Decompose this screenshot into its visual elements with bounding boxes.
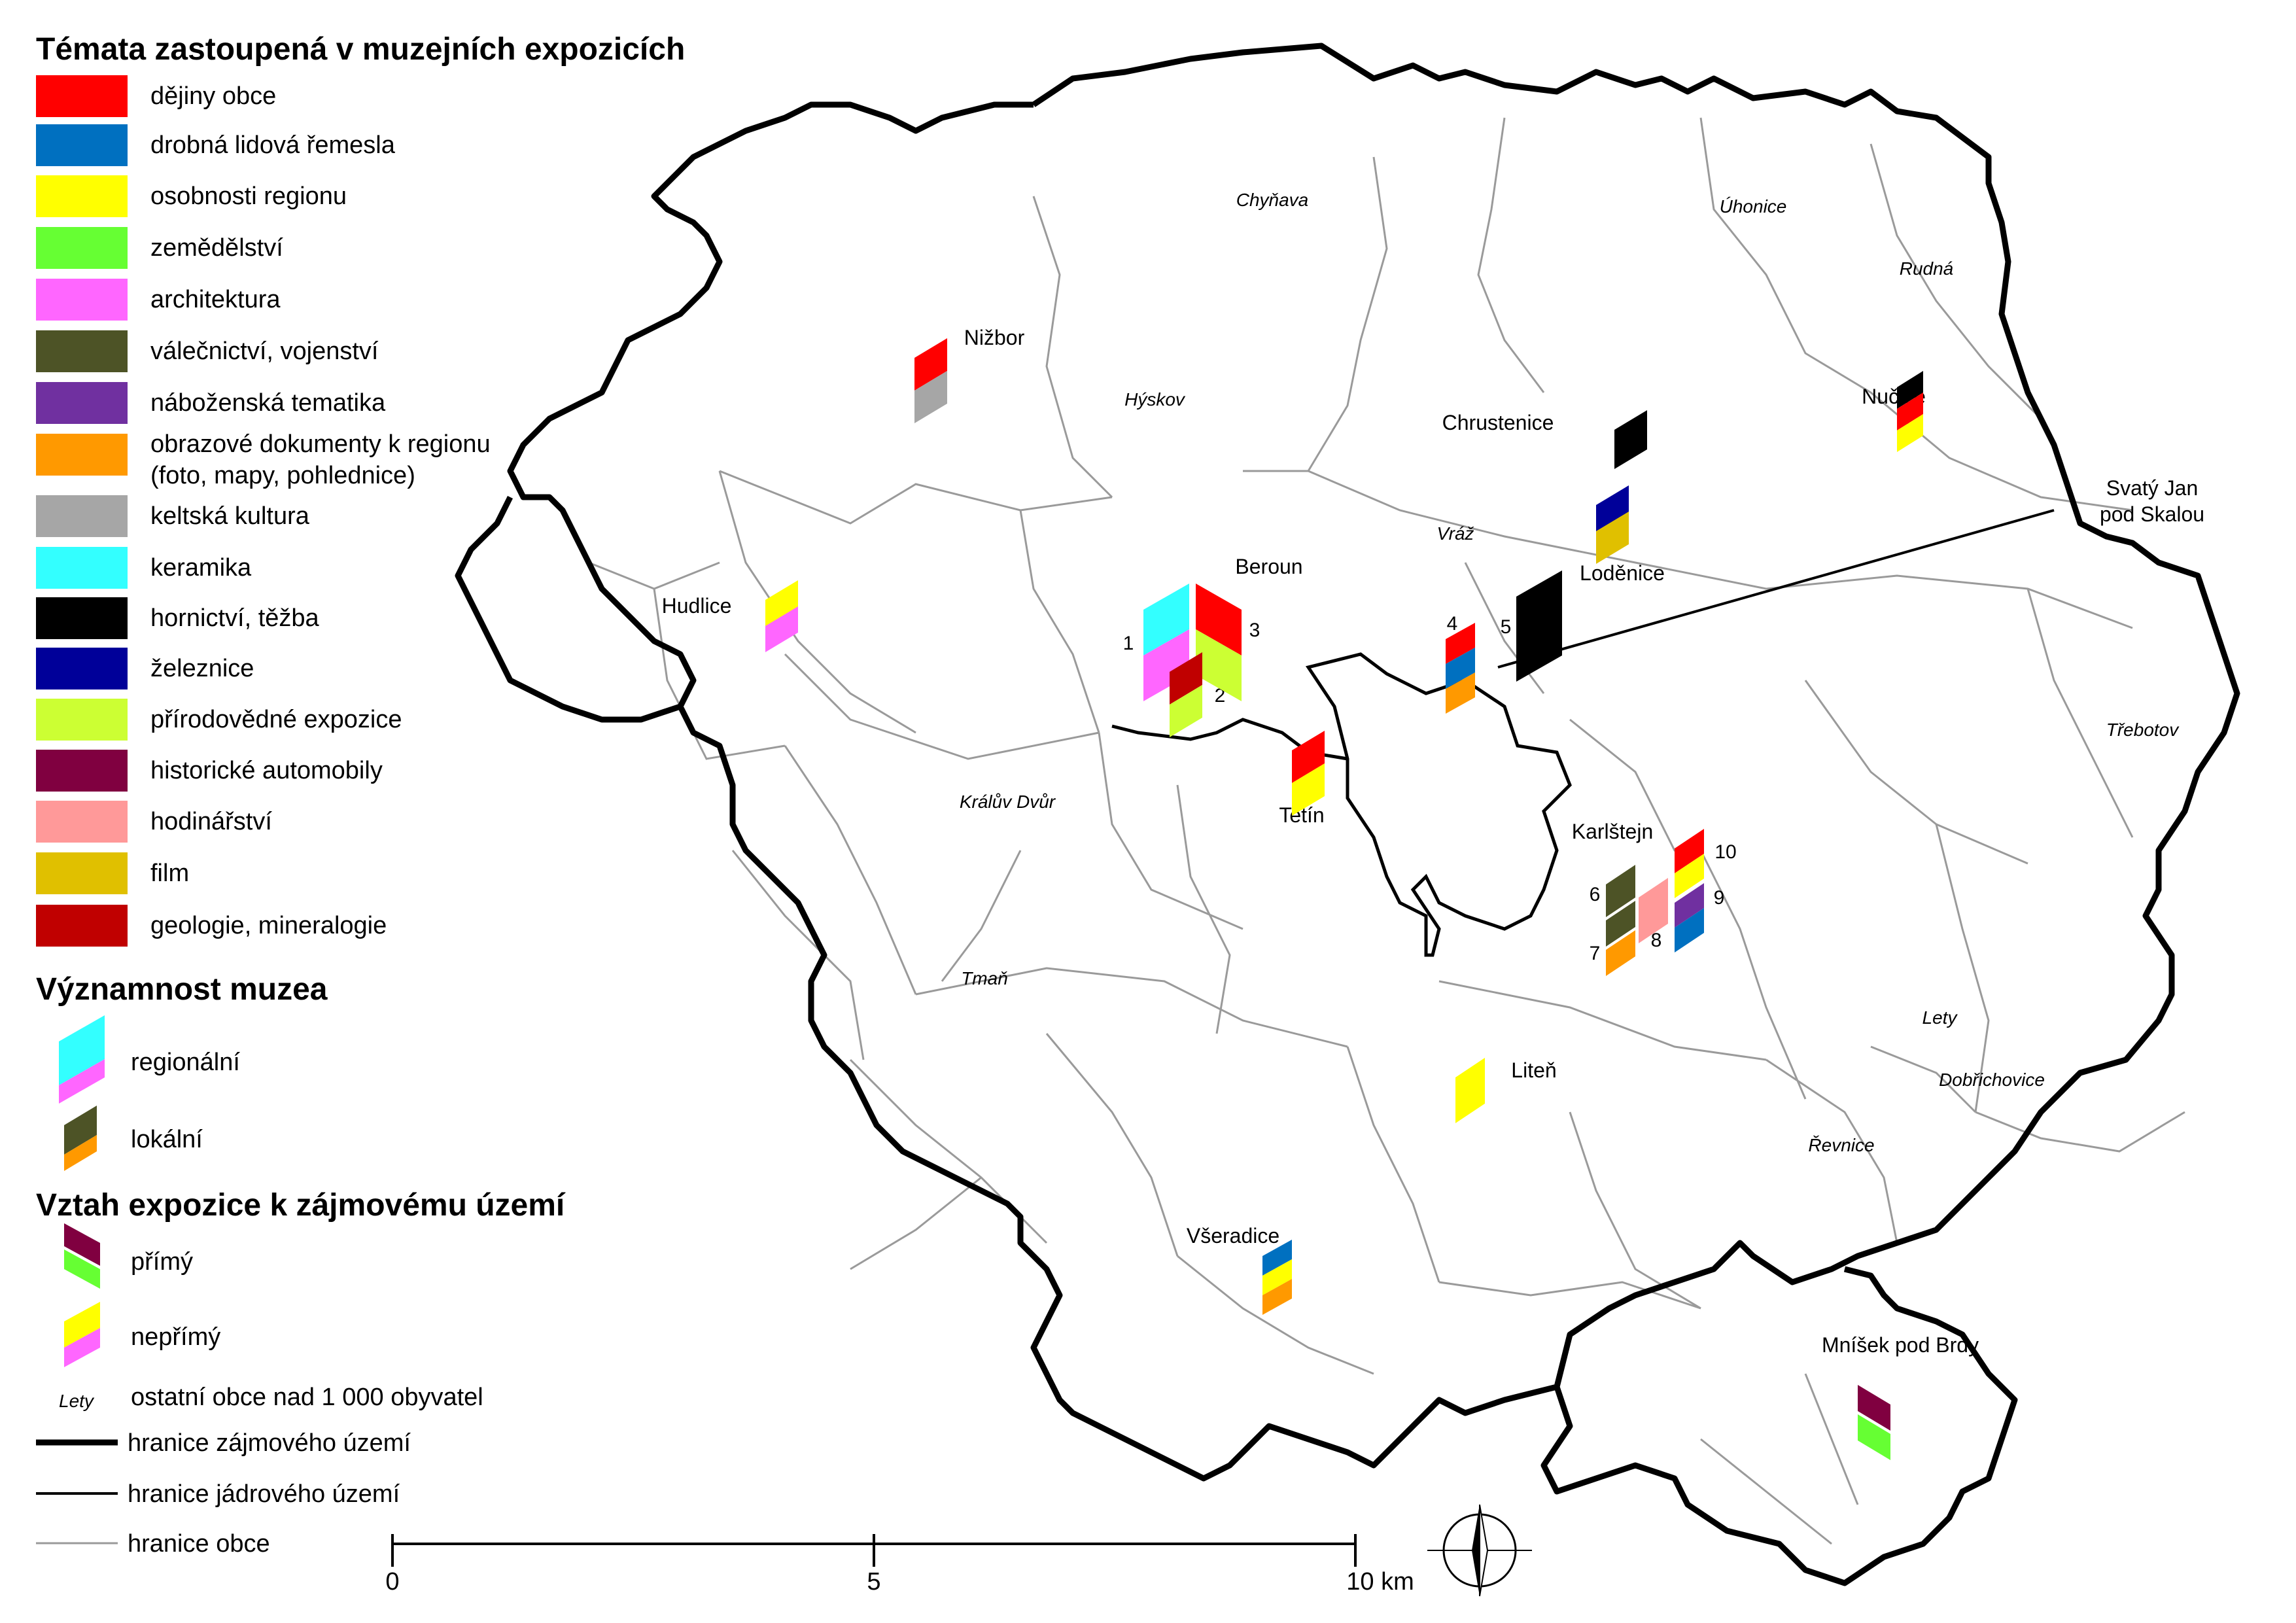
museum-number-8: 8 <box>1651 930 1662 951</box>
town-rudna: Rudná <box>1900 258 1954 279</box>
museum-6-military <box>1606 865 1635 917</box>
town-kraluv-dvur: Králův Dvůr <box>960 792 1056 812</box>
town-trebotov: Třebotov <box>2106 720 2180 740</box>
other-towns: Chyňava Úhonice Rudná Hýskov Vráž Třebot… <box>960 190 2180 1155</box>
museum-9-crafts <box>1675 908 1704 952</box>
museum-beroun1-ceramics <box>1143 584 1189 655</box>
town-svaty-jan-2: pod Skalou <box>2100 502 2204 526</box>
museum-10-personalities <box>1675 854 1704 898</box>
core-area-boundary <box>1305 652 1572 957</box>
town-vseradice: Všeradice <box>1187 1224 1279 1248</box>
museum-towns: Nižbor Nučice Chrustenice Svatý Jan pod … <box>662 326 2204 1357</box>
town-tman: Tmaň <box>961 968 1008 988</box>
museum-beroun1-architecture <box>1143 629 1189 701</box>
study-area-boundary <box>507 43 2240 1586</box>
museum-beroun3-history <box>1196 584 1242 655</box>
museum-beroun3-nature <box>1196 629 1242 701</box>
town-liten: Liteň <box>1511 1058 1556 1082</box>
museum-10-history <box>1675 829 1704 873</box>
scale-label-0: 0 <box>385 1568 399 1596</box>
town-uhonice: Úhonice <box>1720 196 1787 217</box>
museum-nucice-mining <box>1897 371 1923 409</box>
museum-tetin-history <box>1292 731 1325 783</box>
museum-number-4: 4 <box>1447 613 1458 635</box>
museum-4-history <box>1446 623 1475 664</box>
museum-beroun2-geology <box>1170 652 1202 705</box>
museum-vseradice-pictures <box>1262 1279 1292 1315</box>
scale-label-10: 10 km <box>1346 1568 1414 1596</box>
museum-9-religion <box>1675 883 1704 928</box>
museum-4-pictures <box>1446 672 1475 714</box>
museum-5-mining <box>1516 570 1562 682</box>
museum-nucice-personalities <box>1897 414 1923 452</box>
museum-hudlice-personalities <box>765 580 798 633</box>
museum-number-1: 1 <box>1123 633 1134 654</box>
museum-numbers: 1 2 3 4 5 6 7 8 9 10 <box>1123 613 1737 964</box>
museum-8-clockmaking <box>1639 878 1668 943</box>
museum-hudlice-architecture <box>765 606 798 652</box>
town-hyskov: Hýskov <box>1124 389 1186 410</box>
museum-number-7: 7 <box>1590 943 1601 964</box>
museum-6-military-b <box>1606 901 1635 947</box>
scale-label-5: 5 <box>867 1568 880 1596</box>
museum-mnisek-automobiles <box>1858 1385 1890 1431</box>
town-vraz: Vráž <box>1436 523 1474 544</box>
museum-number-6: 6 <box>1590 884 1601 905</box>
museum-vseradice-personalities <box>1262 1259 1292 1295</box>
town-lodenice: Loděnice <box>1580 561 1665 585</box>
town-beroun: Beroun <box>1235 555 1302 578</box>
museum-beroun2-nature <box>1170 685 1202 737</box>
museum-mnisek-agriculture <box>1858 1414 1890 1460</box>
town-lety: Lety <box>1922 1007 1958 1028</box>
museum-nizbor-history <box>914 338 947 391</box>
town-dobrichovice: Dobřichovice <box>1939 1070 2045 1090</box>
museum-number-3: 3 <box>1249 620 1261 641</box>
town-svaty-jan-1: Svatý Jan <box>2106 476 2199 500</box>
museum-number-9: 9 <box>1714 887 1725 909</box>
town-nizbor: Nižbor <box>964 326 1025 349</box>
museum-lodenice-film <box>1596 512 1629 564</box>
museum-chrustenice-mining <box>1614 410 1647 469</box>
north-arrow <box>1427 1504 1532 1597</box>
study-area-boundary-west <box>455 495 682 723</box>
town-karlstejn: Karlštejn <box>1572 820 1654 843</box>
museum-number-5: 5 <box>1501 616 1512 638</box>
svaty-jan-leader-line <box>1497 509 2055 669</box>
museum-lodenice-railway <box>1596 485 1629 538</box>
town-hudlice: Hudlice <box>662 594 732 618</box>
town-chynava: Chyňava <box>1236 190 1309 210</box>
town-chrustenice: Chrustenice <box>1442 411 1554 434</box>
scale-bar: 0 5 10 km <box>385 1534 1414 1596</box>
municipality-boundaries <box>588 117 2185 1545</box>
museum-vseradice-crafts <box>1262 1240 1292 1276</box>
museum-4-crafts <box>1446 648 1475 689</box>
museum-nucice-history <box>1897 393 1923 430</box>
museum-number-10: 10 <box>1714 841 1736 863</box>
museum-nizbor-celtic <box>914 371 947 423</box>
museum-symbols <box>765 338 1923 1460</box>
town-mnisek: Mníšek pod Brdy <box>1822 1333 1979 1357</box>
museum-7-pictures <box>1606 930 1635 976</box>
museum-liten-personalities <box>1455 1058 1485 1123</box>
museum-tetin-personalities <box>1292 763 1325 816</box>
town-revnice: Řevnice <box>1808 1135 1874 1155</box>
